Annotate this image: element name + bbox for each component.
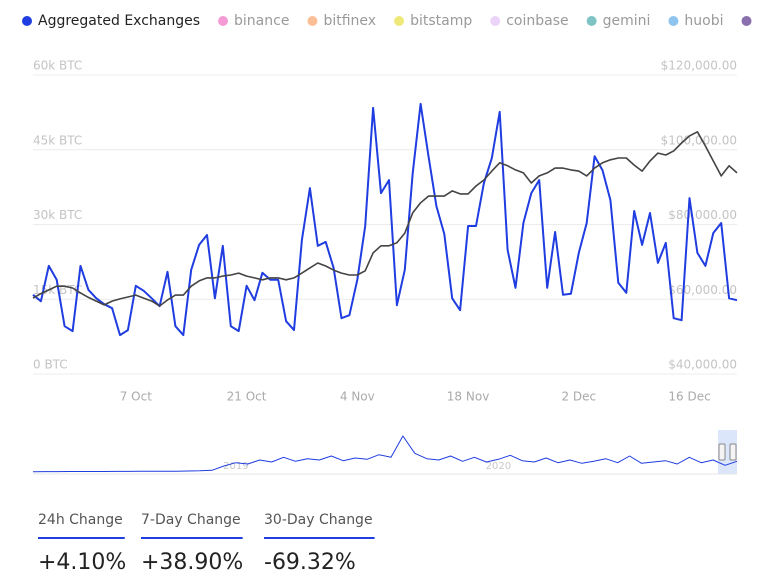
legend-marker[interactable]: [668, 16, 679, 26]
legend-label[interactable]: Aggregated Exchanges: [38, 13, 200, 29]
stat-label: 24h Change: [38, 512, 123, 528]
x-tick-label: 7 Oct: [120, 390, 152, 404]
y2-tick-label: $120,000.00: [661, 59, 737, 73]
x-tick-label: 18 Nov: [447, 390, 490, 404]
x-tick-label: 16 Dec: [668, 390, 710, 404]
y2-tick-label: $80,000.00: [668, 208, 737, 222]
y-tick-label: 45k BTC: [33, 133, 82, 147]
navigator-handle[interactable]: [718, 443, 726, 461]
legend-marker[interactable]: [586, 16, 597, 26]
stat-value: +38.90%: [141, 550, 243, 575]
volume-line: [32, 435, 738, 473]
stat-label: 30-Day Change: [264, 512, 373, 528]
price-line: [32, 131, 738, 307]
navigator-label: 2019: [223, 461, 248, 472]
legend-label[interactable]: gemini: [603, 13, 651, 29]
legend-marker[interactable]: [490, 16, 501, 26]
legend-marker[interactable]: [394, 16, 405, 26]
x-tick-label: 2 Dec: [561, 390, 596, 404]
stat-label: 7-Day Change: [141, 512, 241, 528]
legend-marker[interactable]: [307, 16, 318, 26]
navigator-label: 2020: [486, 461, 511, 472]
legend-marker[interactable]: [22, 16, 32, 26]
legend-label[interactable]: bitstamp: [410, 13, 472, 29]
navigator-frame: [33, 430, 737, 474]
legend-label[interactable]: huobi: [684, 13, 723, 29]
x-tick-label: 21 Oct: [227, 390, 267, 404]
stat-value: +4.10%: [38, 550, 126, 575]
y-tick-label: 60k BTC: [33, 59, 82, 73]
legend-label[interactable]: bitfinex: [323, 13, 376, 29]
legend-marker[interactable]: [218, 16, 229, 26]
legend-label[interactable]: coinbase: [506, 13, 568, 29]
y2-tick-label: $60,000.00: [668, 283, 737, 297]
legend-label[interactable]: binance: [234, 13, 289, 29]
y2-tick-label: $40,000.00: [668, 358, 737, 372]
legend-marker[interactable]: [741, 16, 752, 26]
navigator-handle[interactable]: [729, 443, 737, 461]
y-tick-label: 0 BTC: [33, 358, 68, 372]
stat-value: -69.32%: [264, 550, 356, 575]
x-tick-label: 4 Nov: [340, 390, 375, 404]
volume-line: [32, 102, 738, 337]
y-tick-label: 30k BTC: [33, 208, 82, 222]
